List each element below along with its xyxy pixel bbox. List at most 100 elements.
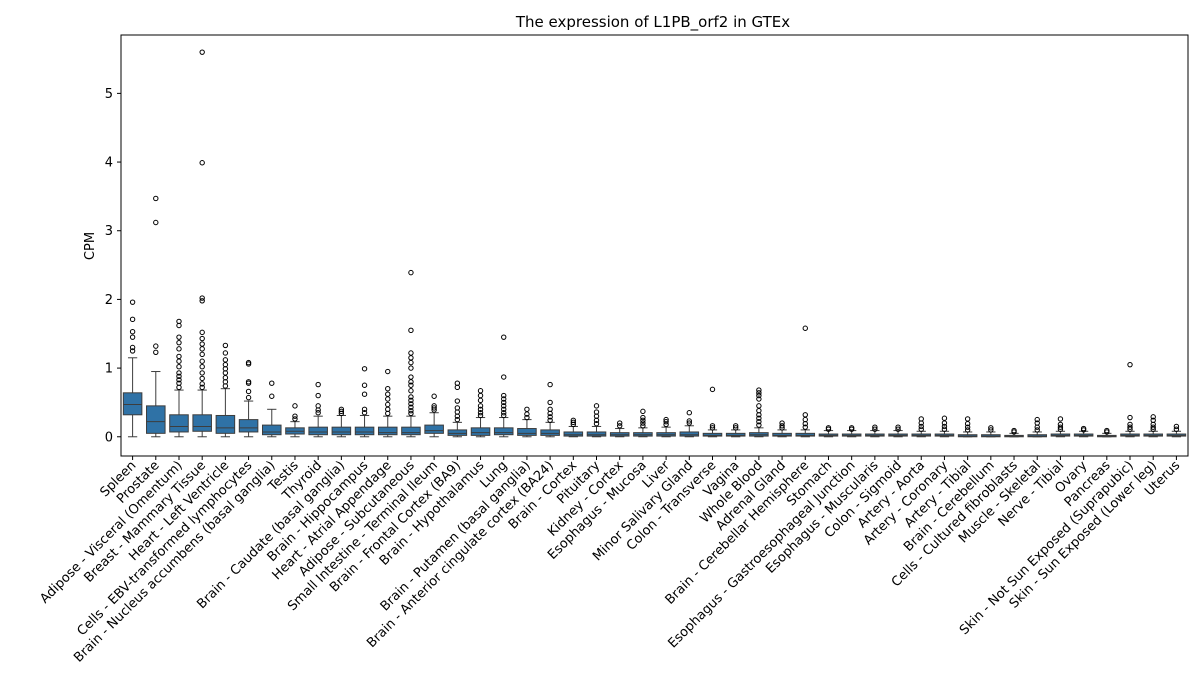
box-iqr <box>377 426 398 436</box>
outlier-point <box>431 403 437 409</box>
outlier-point <box>176 318 182 325</box>
outlier-point <box>686 410 692 416</box>
outlier-point <box>918 423 924 430</box>
outlier-point <box>501 412 507 419</box>
outlier-point <box>1057 421 1064 428</box>
box-30 <box>818 425 839 438</box>
outlier-point <box>501 396 507 402</box>
outlier-point <box>454 380 461 386</box>
outlier-point <box>617 423 623 429</box>
outlier-point <box>199 364 205 370</box>
outlier-point <box>129 334 136 340</box>
outlier-point <box>292 413 298 419</box>
outlier-point <box>1127 424 1133 430</box>
outlier-point <box>338 408 345 415</box>
box-10 <box>354 366 375 438</box>
outlier-point <box>408 355 414 361</box>
box-25 <box>702 386 723 438</box>
box-18 <box>540 381 560 438</box>
box-iqr <box>725 432 746 437</box>
outlier-point <box>361 382 368 388</box>
box-31 <box>841 425 862 438</box>
outlier-point <box>222 342 229 349</box>
outlier-point <box>779 423 785 429</box>
outlier-point <box>501 399 507 406</box>
box-iqr <box>331 426 352 436</box>
box-40 <box>1050 416 1071 438</box>
box-iqr <box>146 405 166 434</box>
outlier-point <box>315 392 321 399</box>
outlier-point <box>756 387 762 393</box>
box-13 <box>424 393 444 438</box>
outlier-point <box>1127 361 1133 368</box>
outlier-point <box>176 370 182 376</box>
outlier-point <box>709 423 716 429</box>
outlier-point <box>640 417 646 423</box>
outlier-point <box>477 403 484 409</box>
outlier-point <box>176 364 182 370</box>
outlier-point <box>756 415 762 421</box>
box-28 <box>772 420 792 438</box>
outlier-point <box>292 403 298 409</box>
outlier-point <box>477 410 484 416</box>
outlier-point <box>1080 425 1087 432</box>
outlier-point <box>431 405 437 411</box>
outlier-point <box>199 384 205 391</box>
box-iqr <box>215 414 236 434</box>
box-1 <box>146 195 166 438</box>
outlier-point <box>524 406 530 412</box>
plot-frame <box>120 34 1189 457</box>
outlier-point <box>129 299 136 305</box>
box-iqr <box>679 431 700 437</box>
outlier-point <box>338 406 345 412</box>
box-4 <box>215 342 236 438</box>
outlier-point <box>408 410 414 417</box>
outlier-point <box>408 350 414 356</box>
box-iqr <box>192 414 212 432</box>
outlier-point <box>408 401 414 407</box>
outlier-point <box>222 357 229 363</box>
outlier-point <box>477 392 484 399</box>
box-33 <box>888 424 908 438</box>
y-tick-label: 2 <box>105 293 113 308</box>
outlier-point <box>895 426 901 432</box>
outlier-point <box>640 408 646 415</box>
box-5 <box>238 359 259 438</box>
box-9 <box>331 406 352 438</box>
box-iqr <box>493 427 514 436</box>
outlier-point <box>547 381 553 388</box>
box-iqr <box>772 432 792 437</box>
box-39 <box>1027 416 1048 438</box>
outlier-point <box>199 295 205 301</box>
box-23 <box>656 416 676 438</box>
outlier-point <box>895 424 901 430</box>
box-iqr <box>702 432 723 437</box>
outlier-point <box>315 403 321 409</box>
box-42 <box>1097 427 1117 438</box>
outlier-point <box>1127 414 1133 421</box>
box-iqr <box>540 429 560 436</box>
box-iqr <box>401 426 421 436</box>
outlier-point <box>941 423 948 430</box>
outlier-point <box>408 327 414 334</box>
outlier-point <box>593 403 600 409</box>
box-44 <box>1143 414 1163 438</box>
outlier-point <box>501 392 507 399</box>
outlier-point <box>964 427 971 433</box>
outlier-point <box>941 426 948 432</box>
outlier-point <box>129 328 136 335</box>
box-iqr <box>169 414 189 433</box>
y-tick-label: 3 <box>105 224 113 239</box>
box-17 <box>517 406 537 438</box>
outlier-point <box>129 344 136 351</box>
outlier-point <box>547 417 553 423</box>
outlier-point <box>1150 424 1156 430</box>
outlier-point <box>593 409 600 415</box>
outlier-point <box>988 425 994 431</box>
box-iqr <box>447 429 468 436</box>
box-series <box>122 49 1187 438</box>
outlier-point <box>663 418 669 425</box>
box-0 <box>122 299 143 438</box>
